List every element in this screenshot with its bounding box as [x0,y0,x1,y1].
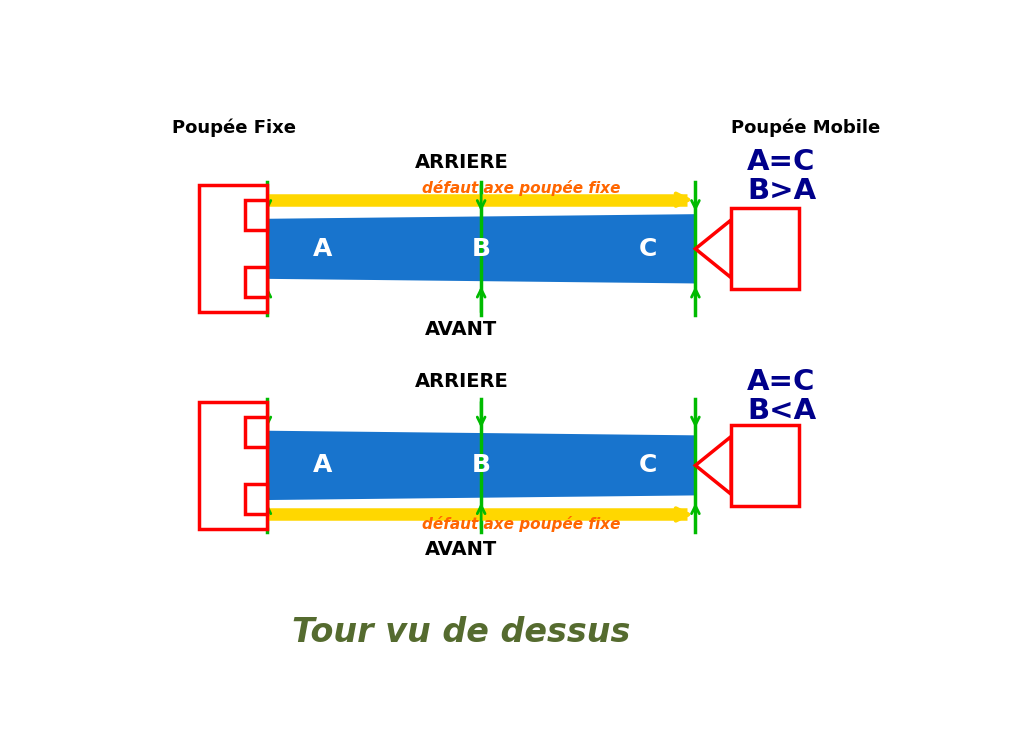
Text: AVANT: AVANT [425,539,498,559]
Bar [200,402,267,529]
Text: B<A: B<A [748,397,816,424]
Bar [245,267,267,297]
Bar [245,417,267,447]
Text: C: C [639,237,657,261]
Text: B: B [472,237,490,261]
Bar [731,425,799,506]
Text: Poupée Mobile: Poupée Mobile [731,118,881,136]
Text: défaut axe poupée fixe: défaut axe poupée fixe [422,516,621,532]
Text: AVANT: AVANT [425,320,498,339]
Text: ARRIERE: ARRIERE [415,153,508,172]
Text: Tour vu de dessus: Tour vu de dessus [292,616,631,650]
Text: A: A [312,237,332,261]
Text: C: C [639,453,657,478]
Text: Poupée Fixe: Poupée Fixe [172,118,296,136]
Text: B>A: B>A [748,177,816,205]
Text: B: B [472,453,490,478]
Text: ARRIERE: ARRIERE [415,372,508,392]
Polygon shape [267,430,695,500]
Bar [731,209,799,290]
Bar [245,484,267,514]
Text: A=C: A=C [748,368,815,396]
Text: A: A [312,453,332,478]
Polygon shape [695,436,731,494]
Bar [200,185,267,312]
Bar [245,200,267,230]
Polygon shape [695,220,731,278]
Text: défaut axe poupée fixe: défaut axe poupée fixe [422,180,621,196]
Text: A=C: A=C [748,148,815,176]
Polygon shape [267,214,695,284]
